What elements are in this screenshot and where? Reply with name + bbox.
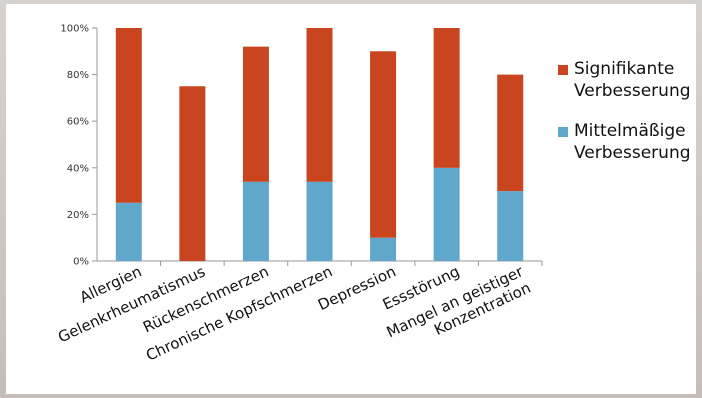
y-tick-label: 0% [73,257,89,268]
bar-segment-signifikant [497,74,524,192]
bar-segment-mittelmaessig [242,181,269,261]
legend-label-line: Verbesserung [574,143,691,163]
bar-segment-mittelmaessig [433,167,460,261]
legend-label-line: Verbesserung [574,81,691,101]
legend-label-line: Mittelmäßige [574,121,686,141]
legend-swatch [558,127,568,137]
y-tick-label: 80% [67,70,89,81]
bar-segment-signifikant [115,28,142,203]
bar-segment-signifikant [433,28,460,168]
bar-segment-mittelmaessig [306,181,333,261]
bar-segment-mittelmaessig [370,237,397,261]
legend-label-line: Signifikante [574,59,674,79]
bar-segment-signifikant [306,28,333,182]
legend-swatch [558,65,568,75]
bar-segment-signifikant [242,46,269,182]
bar-segment-mittelmaessig [115,202,142,261]
y-tick-label: 20% [67,210,89,221]
bar-segment-mittelmaessig [497,191,524,261]
bar-segment-signifikant [370,51,397,238]
bar-segment-signifikant [179,86,206,261]
y-tick-label: 100% [60,24,89,35]
y-tick-label: 60% [67,117,89,128]
y-tick-label: 40% [67,163,89,174]
